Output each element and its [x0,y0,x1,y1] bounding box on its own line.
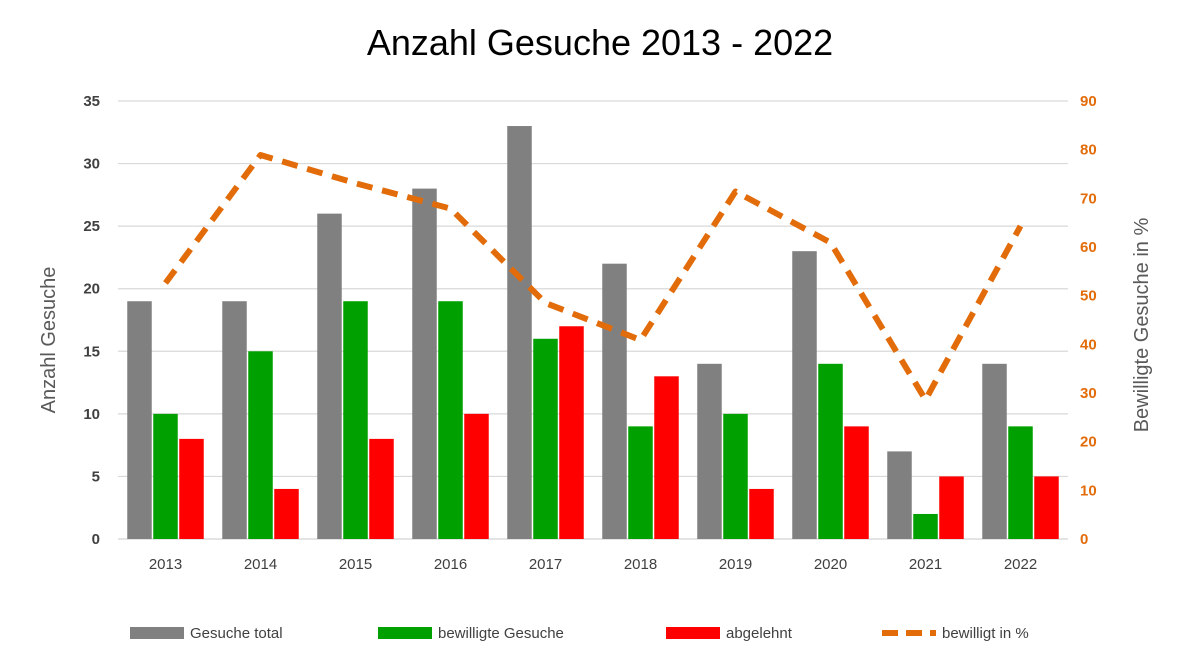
bar-bewilligte-gesuche-2019 [723,413,748,539]
x-tick-label: 2020 [814,556,847,573]
y2-tick-label: 90 [1080,93,1097,110]
legend-swatch [666,627,720,639]
legend: Gesuche total bewilligte Gesuche abgelehnt… [130,625,1029,642]
y-tick-label: 0 [92,531,100,548]
bar-bewilligte-gesuche-2022 [1008,426,1033,539]
bar-bewilligte-gesuche-2016 [438,301,463,539]
x-tick-label: 2019 [719,556,752,573]
bar-gesuche-total-2020 [792,251,817,539]
bar-gesuche-total-2022 [982,363,1007,539]
x-tick-label: 2013 [149,556,182,573]
x-axis-ticks: 2013 2014 2015 2016 2017 2018 2019 2020 2021 2022 [149,556,1037,573]
y-tick-label: 15 [83,343,100,360]
bar-gesuche-total-2016 [412,188,437,539]
legend-item: bewilligt in % [882,625,1029,642]
x-tick-label: 2015 [339,556,372,573]
y-tick-label: 5 [92,468,100,485]
bar-abgelehnt-2017 [559,326,584,539]
y2-tick-label: 70 [1080,190,1097,207]
x-tick-label: 2017 [529,556,562,573]
y2-tick-label: 50 [1080,288,1097,305]
bar-abgelehnt-2020 [844,426,869,539]
y-tick-label: 30 [83,156,100,173]
bar-gesuche-total-2019 [697,363,722,539]
bar-bewilligte-gesuche-2017 [533,338,558,539]
legend-label: Gesuche total [190,625,283,642]
y-tick-label: 20 [83,281,100,298]
bar-abgelehnt-2014 [274,488,299,539]
legend-item: bewilligte Gesuche [378,625,564,642]
chart-title: Anzahl Gesuche 2013 - 2022 [367,22,833,63]
x-tick-label: 2014 [244,556,277,573]
legend-label: bewilligte Gesuche [438,625,564,642]
x-tick-label: 2018 [624,556,657,573]
bars [127,126,1059,540]
y2-tick-label: 80 [1080,142,1097,159]
bar-bewilligte-gesuche-2013 [153,413,178,539]
bar-bewilligte-gesuche-2015 [343,301,368,539]
y-tick-label: 35 [83,93,100,110]
y2-axis-label: Bewilligte Gesuche in % [1131,218,1153,433]
bar-abgelehnt-2013 [179,438,204,539]
legend-item: abgelehnt [666,625,793,642]
gridlines [118,100,1068,540]
bar-abgelehnt-2021 [939,476,964,539]
right-axis-ticks: 0 10 20 30 40 50 60 70 80 90 [1080,93,1097,548]
x-tick-label: 2016 [434,556,467,573]
bar-bewilligte-gesuche-2020 [818,363,843,539]
legend-item: Gesuche total [130,625,283,642]
y2-tick-label: 30 [1080,385,1097,402]
y2-tick-label: 60 [1080,239,1097,256]
legend-label: bewilligt in % [942,625,1029,642]
bar-abgelehnt-2015 [369,438,394,539]
bar-gesuche-total-2021 [887,451,912,539]
bar-gesuche-total-2018 [602,263,627,539]
bar-abgelehnt-2022 [1034,476,1059,539]
y2-tick-label: 10 [1080,482,1097,499]
bar-gesuche-total-2013 [127,301,152,539]
y2-tick-label: 20 [1080,434,1097,451]
x-tick-label: 2022 [1004,556,1037,573]
bar-abgelehnt-2019 [749,488,774,539]
bar-abgelehnt-2018 [654,376,679,539]
bar-bewilligte-gesuche-2018 [628,426,653,539]
x-tick-label: 2021 [909,556,942,573]
bar-gesuche-total-2017 [507,126,532,540]
left-axis-ticks: 0 5 10 15 20 25 30 35 [83,93,100,548]
bar-abgelehnt-2016 [464,413,489,539]
bar-bewilligte-gesuche-2021 [913,513,938,539]
legend-swatch [378,627,432,639]
y2-tick-label: 0 [1080,531,1088,548]
line-bewilligt-in-prozent [163,152,1024,403]
bar-gesuche-total-2014 [222,301,247,539]
y-axis-label: Anzahl Gesuche [38,267,60,414]
bar-bewilligte-gesuche-2014 [248,351,273,539]
y-tick-label: 25 [83,218,100,235]
y-tick-label: 10 [83,406,100,423]
legend-swatch [130,627,184,639]
bar-gesuche-total-2015 [317,213,342,539]
percent-line [163,152,1024,403]
y2-tick-label: 40 [1080,336,1097,353]
legend-label: abgelehnt [726,625,793,642]
